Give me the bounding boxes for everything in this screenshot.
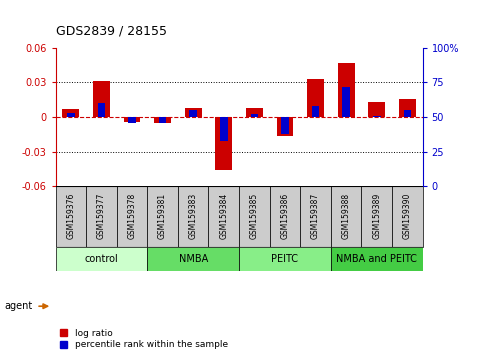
Text: GDS2839 / 28155: GDS2839 / 28155 (56, 24, 167, 37)
Bar (270, 186, 300, 247)
Text: GSM159378: GSM159378 (128, 193, 137, 239)
Bar (62, 109, 79, 117)
Text: GSM159384: GSM159384 (219, 193, 228, 239)
Bar (300, 186, 331, 247)
Bar (67, 113, 75, 117)
Bar (331, 247, 423, 271)
Bar (185, 108, 201, 117)
Bar (361, 186, 392, 247)
Text: GSM159376: GSM159376 (66, 193, 75, 239)
Bar (178, 186, 209, 247)
Bar (307, 79, 324, 117)
Bar (93, 81, 110, 117)
Bar (98, 103, 105, 117)
Legend: log ratio, percentile rank within the sample: log ratio, percentile rank within the sa… (60, 329, 227, 349)
Bar (124, 117, 141, 122)
Bar (117, 186, 147, 247)
Bar (56, 186, 86, 247)
Bar (239, 186, 270, 247)
Bar (281, 117, 289, 134)
Bar (189, 110, 197, 117)
Bar (312, 106, 319, 117)
Bar (56, 247, 147, 271)
Bar (392, 186, 423, 247)
Bar (147, 186, 178, 247)
Bar (220, 117, 227, 141)
Text: GSM159389: GSM159389 (372, 193, 381, 239)
Text: GSM159387: GSM159387 (311, 193, 320, 239)
Bar (373, 116, 381, 117)
Bar (342, 87, 350, 117)
Text: GSM159383: GSM159383 (189, 193, 198, 239)
Text: GSM159390: GSM159390 (403, 193, 412, 239)
Bar (277, 117, 293, 136)
Text: GSM159381: GSM159381 (158, 193, 167, 239)
Bar (147, 247, 239, 271)
Bar (209, 186, 239, 247)
Bar (159, 117, 167, 122)
Bar (338, 63, 355, 117)
Bar (251, 114, 258, 117)
Text: control: control (85, 254, 118, 264)
Text: NMBA: NMBA (179, 254, 208, 264)
Bar (154, 117, 171, 123)
Bar (215, 117, 232, 170)
Bar (128, 117, 136, 122)
Text: GSM159385: GSM159385 (250, 193, 259, 239)
Text: PEITC: PEITC (271, 254, 298, 264)
Bar (86, 186, 117, 247)
Bar (331, 186, 361, 247)
Text: GSM159377: GSM159377 (97, 193, 106, 239)
Bar (403, 110, 411, 117)
Bar (399, 98, 416, 117)
Text: agent: agent (5, 301, 33, 311)
Bar (239, 247, 331, 271)
Text: GSM159386: GSM159386 (281, 193, 289, 239)
Text: GSM159388: GSM159388 (341, 193, 351, 239)
Bar (369, 102, 385, 117)
Bar (246, 108, 263, 117)
Text: NMBA and PEITC: NMBA and PEITC (336, 254, 417, 264)
